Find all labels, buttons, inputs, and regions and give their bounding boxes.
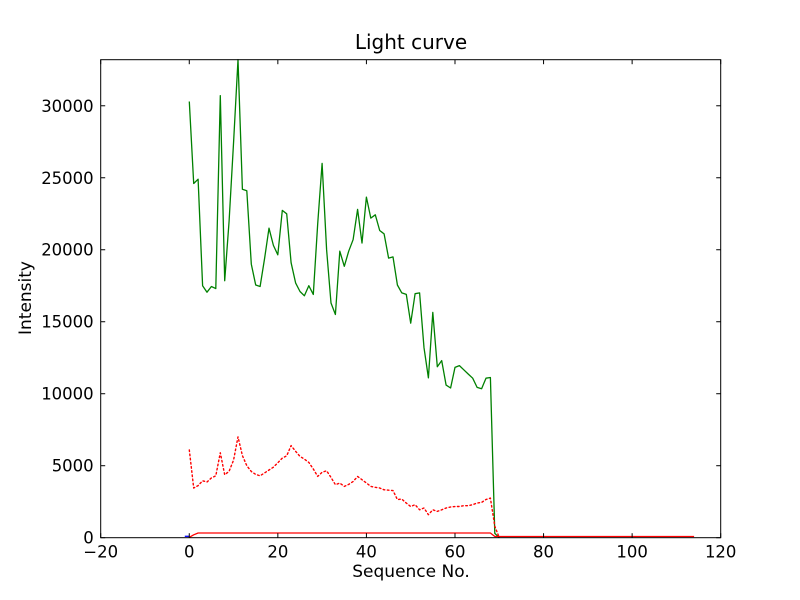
y-axis-label: Intensity xyxy=(16,261,36,335)
y-tick-label: 25000 xyxy=(41,169,94,188)
y-tick-label: 30000 xyxy=(41,97,94,116)
y-tick-label: 0 xyxy=(83,529,94,548)
y-tick-label: 10000 xyxy=(41,385,94,404)
y-tick-label: 15000 xyxy=(41,313,94,332)
x-tick-label: 40 xyxy=(356,543,377,562)
x-axis-label: Sequence No. xyxy=(352,562,470,582)
x-tick-label: −20 xyxy=(83,543,118,562)
x-tick-label: 20 xyxy=(267,543,288,562)
y-tick-label: 5000 xyxy=(52,457,94,476)
x-tick-label: 60 xyxy=(444,543,465,562)
axes-frame xyxy=(100,59,722,539)
x-tick-label: 100 xyxy=(616,543,648,562)
series-red-line xyxy=(188,532,695,538)
y-tick-label: 20000 xyxy=(41,241,94,260)
x-tick-label: 80 xyxy=(533,543,554,562)
chart-title: Light curve xyxy=(354,30,468,54)
series-red-dotted-line xyxy=(188,436,500,539)
x-tick-label: 120 xyxy=(705,543,737,562)
series-green-line xyxy=(188,59,500,539)
x-tick-label: 0 xyxy=(184,543,195,562)
